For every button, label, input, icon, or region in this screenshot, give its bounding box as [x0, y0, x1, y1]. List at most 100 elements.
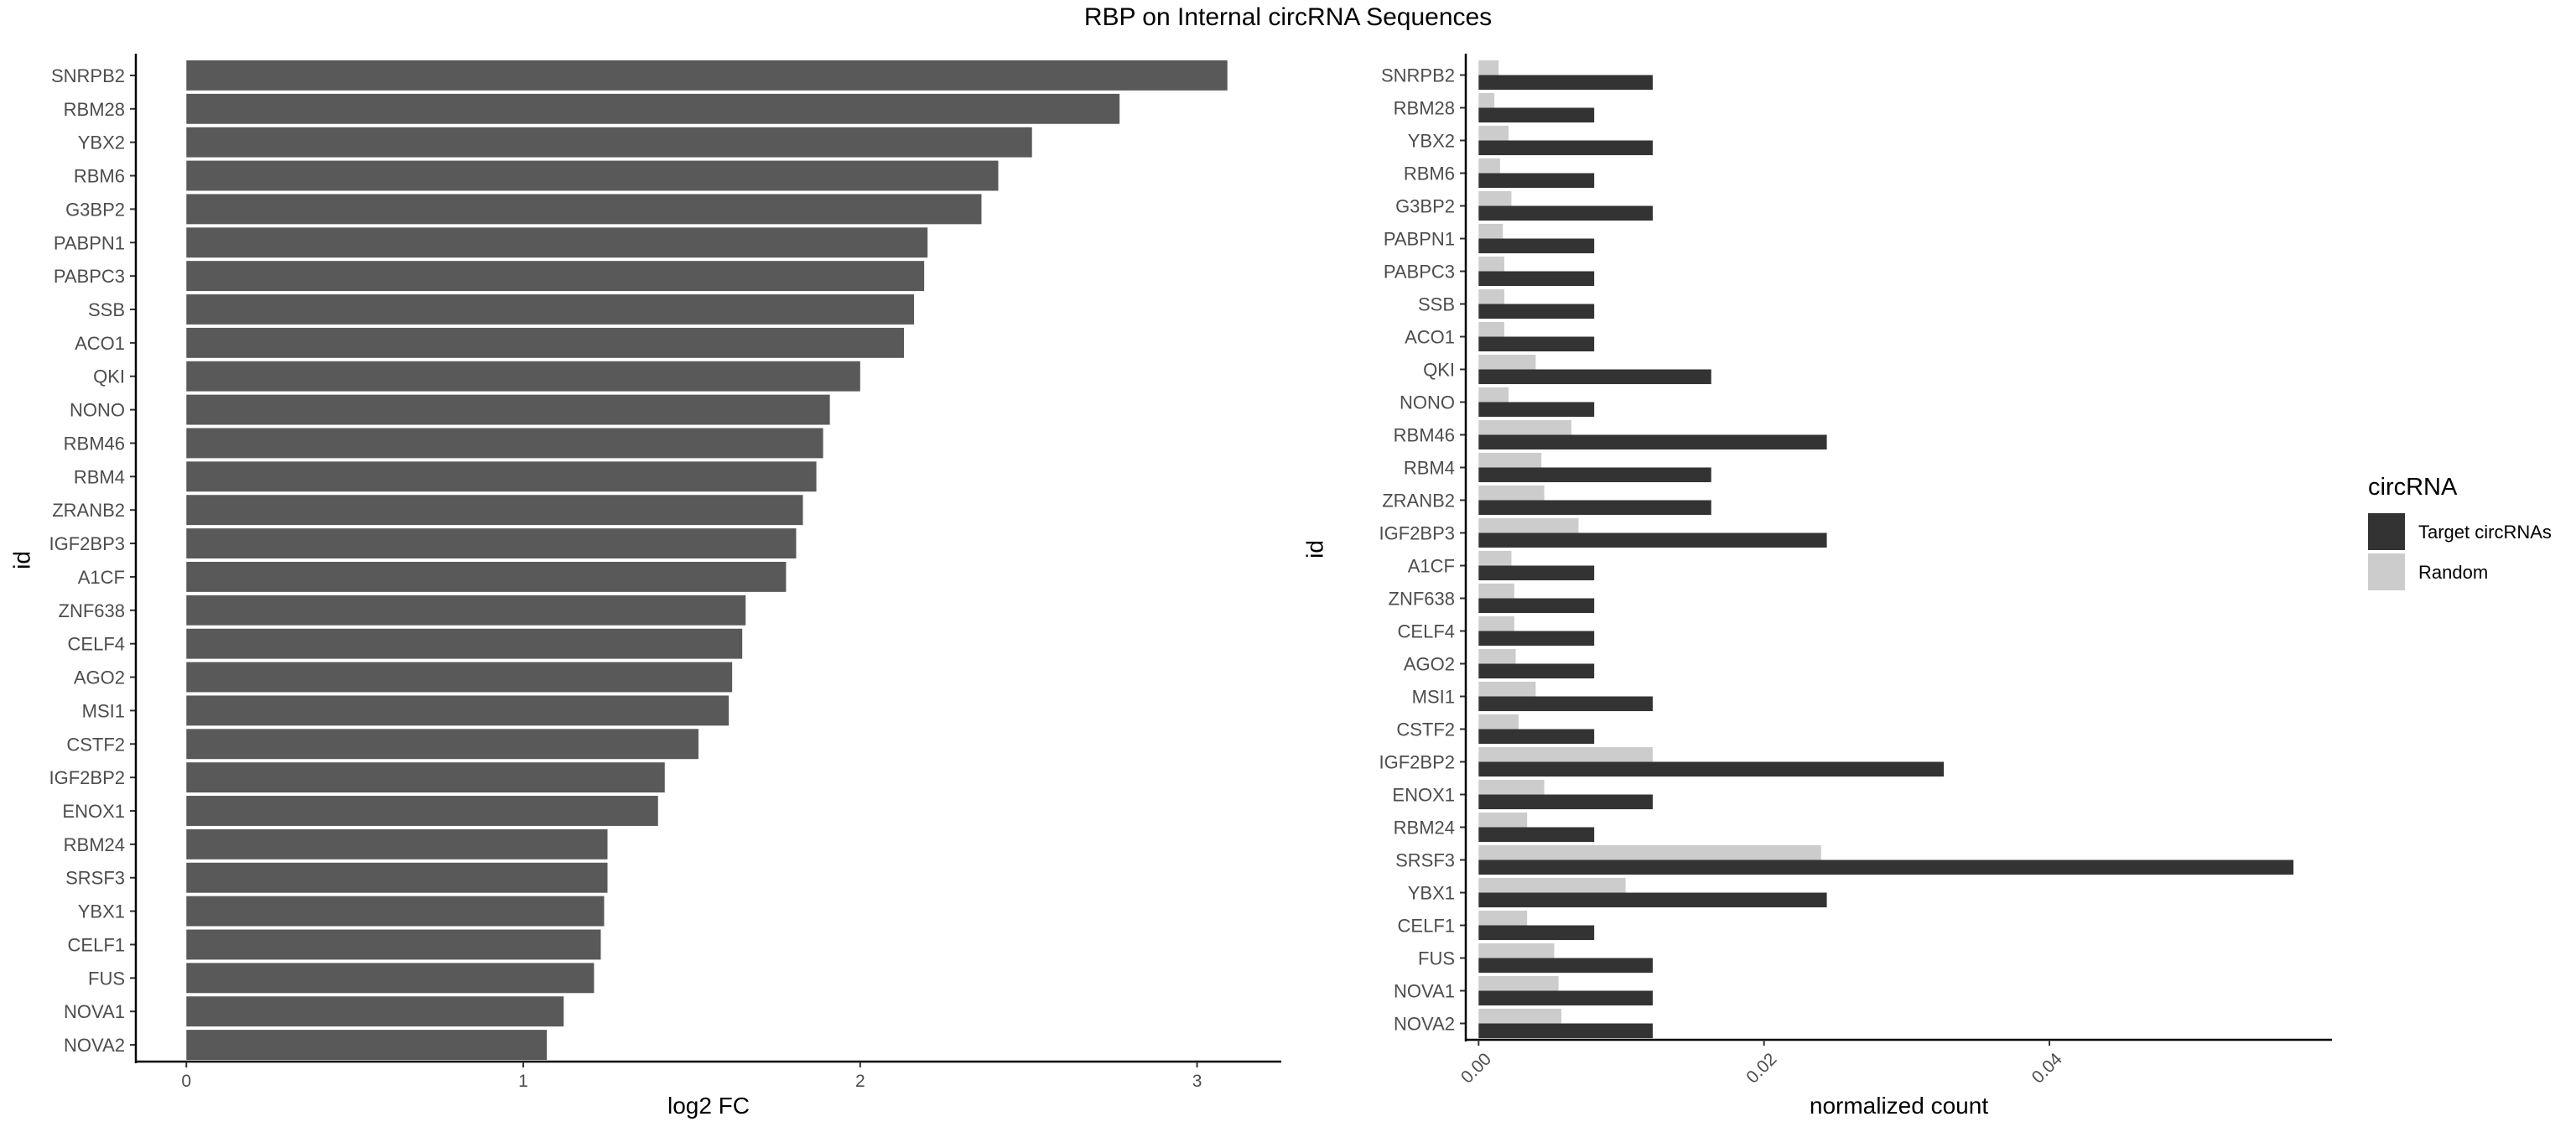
panel1-x-tick-label: 1 [518, 1072, 528, 1091]
panel1-y-tick-label: AGO2 [74, 667, 125, 688]
panel1-x-tick-label: 2 [855, 1072, 865, 1091]
panel1-bar [186, 1030, 548, 1061]
panel2-y-tick-label: SSB [1418, 294, 1455, 315]
panel1-bar [186, 461, 817, 492]
panel2-bar-random [1478, 92, 1495, 108]
panel2-y-tick-label: RBM46 [1394, 425, 1455, 446]
panel1-bar [186, 127, 1032, 158]
panel2-bar-random [1478, 125, 1509, 141]
panel1-y-tick-label: IGF2BP3 [49, 533, 125, 554]
panel2-bar-target [1478, 696, 1653, 712]
panel2-bar-random [1478, 615, 1514, 631]
panel1-bar [186, 628, 743, 659]
panel1-x-axis-label: log2 FC [667, 1093, 750, 1119]
panel1-bar [186, 963, 595, 994]
panel1-y-tick-label: A1CF [78, 567, 125, 588]
panel2-y-tick-label: NOVA2 [1394, 1014, 1455, 1035]
panel2-bar-target [1478, 402, 1595, 418]
panel1-y-tick-label: G3BP2 [65, 199, 125, 220]
panel2-y-tick-label: MSI1 [1412, 687, 1455, 708]
panel2-bar-random [1478, 943, 1555, 958]
panel2-bar-random [1478, 321, 1504, 337]
panel1-bar [186, 862, 608, 893]
panel2-bar-target [1478, 827, 1595, 843]
panel1-y-tick-label: SNRPB2 [51, 65, 125, 86]
panel1-bar [186, 294, 915, 325]
panel1-bar [186, 428, 823, 459]
panel1-y-tick-label: CELF4 [68, 634, 125, 655]
panel2-bar-random [1478, 681, 1536, 697]
panel2-bar-random [1478, 714, 1519, 730]
panel2-y-tick-label: CSTF2 [1396, 719, 1455, 740]
panel2-x-axis-label: normalized count [1810, 1093, 1988, 1119]
panel1-y-tick-label: YBX2 [78, 132, 125, 153]
panel1-y-tick-label: YBX1 [78, 901, 125, 922]
panel1-bar [186, 595, 746, 626]
panel1-y-tick-label: CSTF2 [66, 734, 125, 755]
panel2-bar-target [1478, 238, 1595, 254]
panel2-bar-random [1478, 419, 1571, 435]
panel2-bar-target [1478, 565, 1595, 581]
panel2-y-tick-label: YBX2 [1408, 131, 1455, 152]
panel1-y-tick-label: SSB [88, 299, 125, 320]
panel2-bar-target [1478, 467, 1711, 483]
panel2-bar-random [1478, 60, 1499, 75]
panel2-bar-target [1478, 761, 1945, 777]
panel2-bar-random [1478, 223, 1504, 239]
panel1-y-tick-label: IGF2BP2 [49, 767, 125, 788]
panel2-bar-random [1478, 648, 1516, 664]
panel2-y-tick-label: ZRANB2 [1382, 491, 1455, 512]
panel1-bar [186, 762, 665, 793]
panel1-y-tick-label: RBM6 [74, 166, 125, 187]
panel1-bar [186, 896, 605, 927]
panel2-bar-random [1478, 550, 1512, 566]
panel2-y-tick-label: PABPC3 [1384, 262, 1455, 283]
panel1-y-tick-label: QKI [93, 366, 125, 387]
panel2-bar-random [1478, 354, 1536, 370]
panel2-bar-random [1478, 975, 1559, 991]
panel2-bar-target [1478, 860, 2294, 875]
panel1-bar [186, 495, 803, 526]
panel1-bar [186, 828, 608, 860]
panel2-bar-target [1478, 729, 1595, 745]
panel1-y-tick-label: ZNF638 [59, 600, 125, 621]
panel1-y-tick-label: ACO1 [75, 333, 125, 354]
panel2-bar-target [1478, 925, 1595, 941]
panel2-y-tick-label: CELF4 [1398, 621, 1455, 642]
panel2-y-tick-label: FUS [1418, 948, 1455, 969]
panel2-y-tick-label: CELF1 [1398, 916, 1455, 937]
panel1-y-tick-label: PABPC3 [54, 266, 125, 287]
panel1-bar [186, 327, 905, 358]
panel1-bar [186, 561, 787, 592]
panel1-bar [186, 261, 925, 292]
legend-label: Target circRNAs [2418, 522, 2552, 543]
panel1-y-tick-label: FUS [88, 968, 125, 989]
panel2-y-tick-label: A1CF [1408, 556, 1455, 577]
panel1-y-tick-label: SRSF3 [65, 868, 125, 889]
panel1-bar [186, 695, 730, 726]
legend-label: Random [2418, 562, 2488, 583]
panel2-bar-target [1478, 794, 1653, 810]
panel1-y-tick-label: NOVA1 [64, 1001, 125, 1022]
panel1-bar [186, 729, 699, 760]
panel1-y-tick-label: RBM28 [64, 99, 125, 120]
panel1-bar [186, 929, 601, 960]
panel1-x-tick-label: 3 [1192, 1072, 1202, 1091]
panel2-bar-target [1478, 990, 1653, 1006]
panel2-bar-target [1478, 631, 1595, 647]
panel2-y-tick-label: ACO1 [1405, 327, 1455, 348]
panel1-bar [186, 996, 564, 1027]
panel2-y-tick-label: IGF2BP2 [1379, 752, 1455, 773]
panel2-bar-target [1478, 369, 1711, 385]
panel2-bar-random [1478, 746, 1653, 762]
legend-title: circRNA [2368, 474, 2458, 501]
panel1-y-tick-label: MSI1 [82, 700, 125, 721]
panel2-bar-random [1478, 910, 1528, 926]
panel2-y-tick-label: G3BP2 [1395, 196, 1455, 217]
panel2-bar-target [1478, 663, 1595, 679]
panel2-bar-target [1478, 140, 1653, 156]
legend-key-target [2368, 513, 2405, 550]
panel2-y-tick-label: PABPN1 [1384, 229, 1455, 250]
